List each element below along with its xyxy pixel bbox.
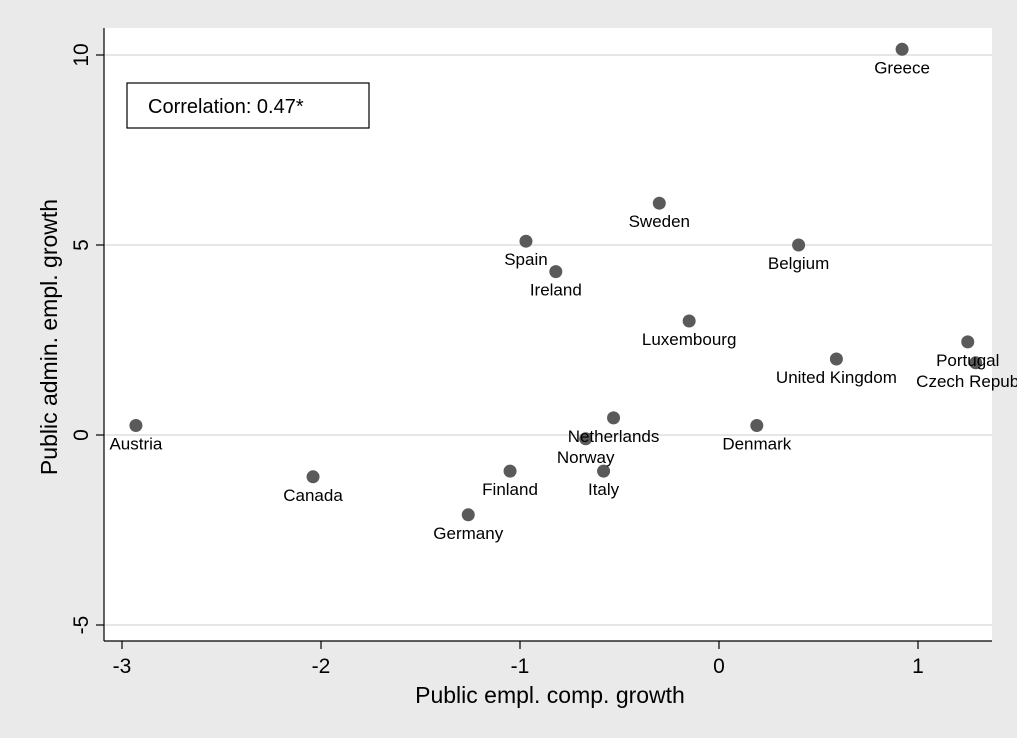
data-point-label: Ireland bbox=[530, 281, 582, 300]
annotation-box bbox=[126, 82, 370, 129]
plot-area: -3 -2 -1 0 1 -5 0 5 10 Greece Sweden Spain Belgium… bbox=[70, 28, 1017, 678]
data-point bbox=[682, 314, 696, 328]
x-axis-title: Public empl. comp. growth bbox=[415, 682, 685, 708]
data-point bbox=[597, 464, 611, 478]
y-tick-label: 5 bbox=[70, 239, 93, 251]
annotation-text: Correlation: 0.47* bbox=[148, 96, 304, 118]
y-tick-label: 10 bbox=[70, 43, 93, 66]
data-point-label: Austria bbox=[109, 435, 162, 454]
plot-region bbox=[104, 28, 992, 641]
data-point bbox=[306, 470, 320, 484]
data-point bbox=[503, 464, 517, 478]
data-points bbox=[129, 42, 983, 522]
data-point-label: Denmark bbox=[722, 435, 791, 454]
data-point bbox=[579, 432, 593, 446]
x-ticks: -3 -2 -1 0 1 bbox=[113, 641, 924, 678]
x-tick-label: 1 bbox=[912, 655, 924, 678]
data-point-label: Luxembourg bbox=[642, 330, 737, 349]
data-point bbox=[961, 335, 975, 349]
data-point-label: Spain bbox=[504, 250, 547, 269]
axes bbox=[103, 28, 992, 642]
gridlines bbox=[104, 54, 992, 626]
data-point-label: Italy bbox=[588, 480, 620, 499]
data-point bbox=[607, 411, 621, 425]
data-point bbox=[549, 265, 563, 279]
data-point-label: Netherlands bbox=[568, 427, 660, 446]
data-point-label: Greece bbox=[874, 58, 930, 77]
correlation-annotation: Correlation: 0.47* bbox=[126, 82, 370, 129]
data-point bbox=[129, 419, 143, 432]
data-point-labels: Greece Sweden Spain Belgium Ireland Luxembour… bbox=[109, 58, 1017, 543]
data-point bbox=[792, 238, 806, 252]
data-point bbox=[895, 42, 909, 56]
data-point bbox=[652, 196, 666, 210]
data-point-label: Portugal bbox=[936, 351, 999, 370]
data-point bbox=[750, 419, 764, 432]
data-point bbox=[461, 508, 475, 522]
data-point-label: Norway bbox=[557, 448, 615, 467]
data-point bbox=[829, 352, 843, 366]
x-tick-label: 0 bbox=[713, 655, 725, 678]
data-point-label: Sweden bbox=[629, 212, 690, 231]
data-point bbox=[969, 356, 983, 370]
y-axis-title: Public admin. empl. growth bbox=[36, 199, 62, 475]
data-point-label: United Kingdom bbox=[776, 368, 897, 387]
y-tick-label: -5 bbox=[70, 616, 93, 635]
y-ticks: -5 0 5 10 bbox=[70, 43, 104, 634]
data-point-label: Germany bbox=[433, 524, 503, 543]
data-point bbox=[519, 234, 533, 248]
data-point-label: Belgium bbox=[768, 254, 829, 273]
x-tick-label: -2 bbox=[312, 655, 331, 678]
data-point-label: Canada bbox=[283, 486, 343, 505]
y-tick-label: 0 bbox=[70, 429, 93, 441]
x-tick-label: -1 bbox=[511, 655, 530, 678]
x-tick-label: -3 bbox=[113, 655, 132, 678]
data-point-label: Czech Republic bbox=[916, 372, 1017, 391]
data-point-label: Finland bbox=[482, 480, 538, 499]
